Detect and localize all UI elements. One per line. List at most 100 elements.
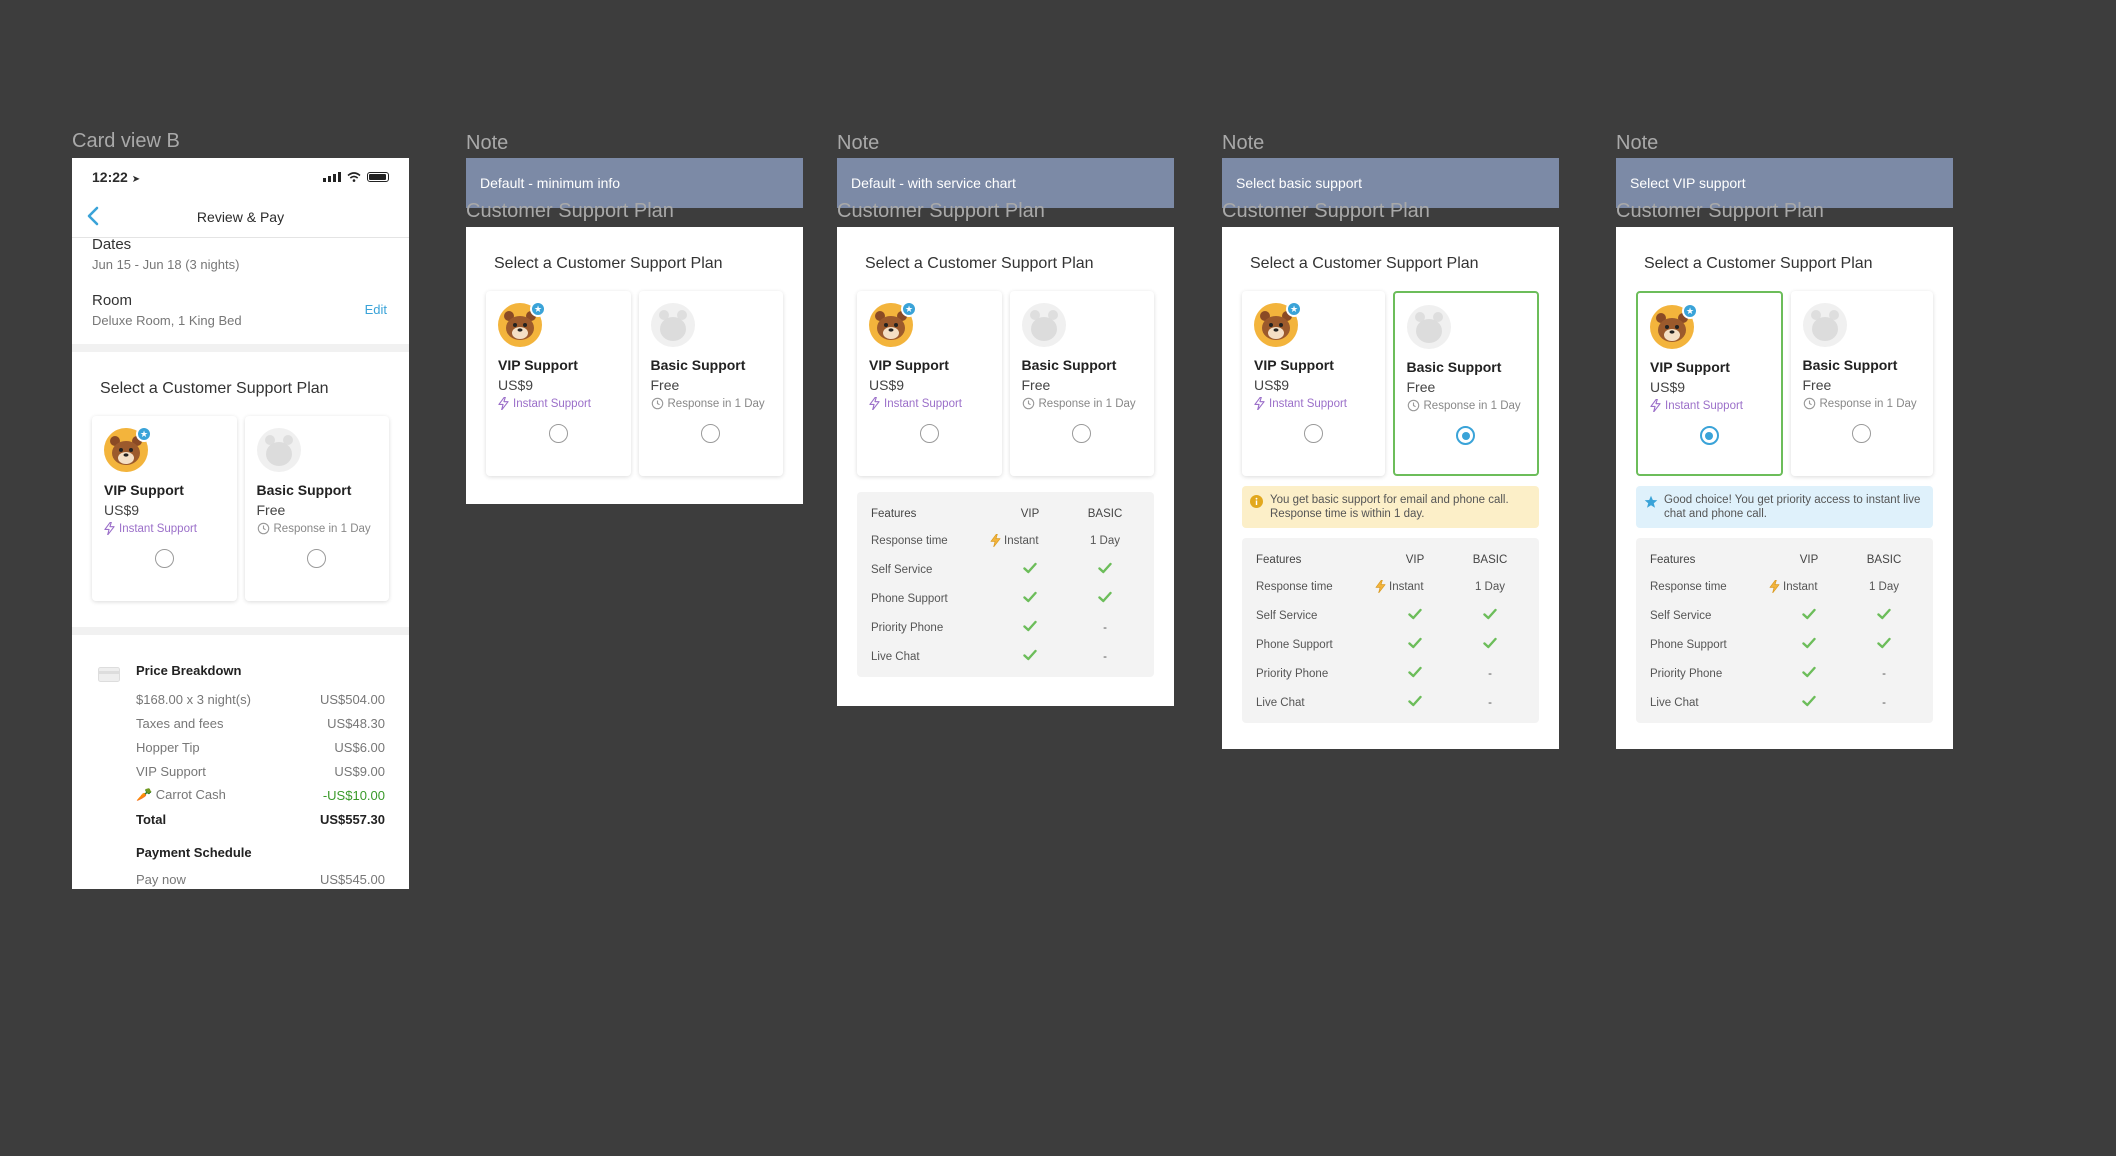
pay-now-row: Pay now US$545.00 [136, 871, 385, 887]
basic-plan-price: Free [1021, 377, 1051, 393]
status-bar: 12:22 ➤ [72, 158, 409, 196]
frame-sublabel: Customer Support Plan [466, 200, 674, 222]
vip-plan-card[interactable]: ★ VIP Support US$9 Instant Support [486, 291, 631, 476]
basic-plan-tag: Response in 1 Day [651, 397, 772, 410]
plan-cards: ★ VIP Support US$9 Instant Support Basic… [1242, 291, 1539, 476]
star-badge-icon: ★ [1286, 301, 1302, 317]
vip-plan-card-selected[interactable]: ★ VIP Support US$9 Instant Support [1636, 291, 1783, 476]
basic-plan-tag: Response in 1 Day [257, 522, 378, 535]
vip-plan-radio-selected[interactable] [1699, 426, 1719, 445]
frame-sublabel: Customer Support Plan [1616, 200, 1824, 222]
room-edit-link[interactable]: Edit [364, 302, 387, 317]
features-table: Features VIP BASIC Response time Instant 1 D… [857, 492, 1154, 677]
plan-section-title: Select a Customer Support Plan [100, 380, 329, 397]
vip-info-banner: Good choice! You get priority access to … [1636, 486, 1933, 528]
features-table: Features VIP BASIC Response time Instant 1 D… [1242, 538, 1539, 723]
basic-plan-name: Basic Support [1021, 357, 1117, 373]
vip-plan-radio[interactable] [154, 549, 174, 568]
signal-icon [323, 172, 341, 182]
plan-section-title: Select a Customer Support Plan [1644, 255, 1873, 272]
vip-plan-name: VIP Support [1254, 357, 1334, 373]
star-badge-icon: ★ [1682, 303, 1698, 319]
bolt-icon [104, 522, 115, 535]
check-icon [1483, 608, 1497, 620]
vip-plan-card[interactable]: ★ VIP Support US$9 Instant Support [1242, 291, 1385, 476]
plan-section-title: Select a Customer Support Plan [1250, 255, 1479, 272]
basic-plan-tag: Response in 1 Day [1803, 397, 1922, 410]
support-plan-section: Select a Customer Support Plan ★ VIP Sup… [72, 352, 409, 627]
vip-plan-card[interactable]: ★ VIP Support US$9 Instant Support [92, 416, 237, 601]
check-icon [1098, 591, 1112, 603]
basic-plan-radio[interactable] [701, 424, 721, 443]
check-icon [1408, 695, 1422, 707]
frame-label-note: Note [1222, 132, 1265, 154]
features-row-response: Response time Instant 1 Day [1650, 580, 1900, 593]
plan-cards: ★ VIP Support US$9 Instant Support Basic… [486, 291, 783, 476]
basic-avatar [1022, 303, 1066, 347]
basic-plan-radio[interactable] [307, 549, 327, 568]
price-row: VIP Support US$9.00 [136, 763, 385, 779]
features-row: Phone Support [1256, 630, 1525, 659]
star-icon [1644, 495, 1658, 508]
basic-avatar [257, 428, 301, 472]
vip-plan-tag: Instant Support [1650, 399, 1769, 412]
check-icon [1098, 562, 1112, 574]
vip-plan-tag: Instant Support [104, 522, 225, 535]
star-badge-icon: ★ [136, 426, 152, 442]
dates-label: Dates [92, 236, 132, 253]
basic-plan-radio[interactable] [1852, 424, 1872, 443]
basic-plan-card[interactable]: Basic Support Free Response in 1 Day [1790, 291, 1933, 476]
vip-plan-price: US$9 [104, 502, 140, 518]
price-breakdown: Price Breakdown $168.00 x 3 night(s) US$5… [72, 635, 409, 889]
info-icon [1250, 495, 1263, 508]
basic-plan-radio[interactable] [1072, 424, 1092, 443]
bolt-icon [1254, 397, 1265, 410]
basic-plan-price: Free [1406, 379, 1436, 395]
vip-plan-radio[interactable] [1303, 424, 1323, 443]
battery-icon [367, 172, 389, 182]
vip-plan-name: VIP Support [104, 482, 184, 498]
vip-plan-name: VIP Support [869, 357, 949, 373]
bolt-icon [1769, 580, 1780, 593]
check-icon [1023, 591, 1037, 603]
vip-plan-radio[interactable] [919, 424, 939, 443]
price-row-total: Total US$557.30 [136, 811, 385, 827]
bolt-icon [869, 397, 880, 410]
panel-select-basic: Select a Customer Support Plan ★ VIP Sup… [1222, 227, 1559, 749]
bolt-icon [1375, 580, 1386, 593]
vip-plan-tag: Instant Support [498, 397, 619, 410]
basic-plan-card-selected[interactable]: Basic Support Free Response in 1 Day [1392, 291, 1539, 476]
plan-cards: ★ VIP Support US$9 Instant Support Basic… [92, 416, 389, 601]
phone-frame: 12:22 ➤ Review & Pay Dates Jun 15 - Jun … [72, 158, 409, 889]
frame-sublabel: Customer Support Plan [1222, 200, 1430, 222]
vip-plan-card[interactable]: ★ VIP Support US$9 Instant Support [857, 291, 1002, 476]
features-row: Phone Support [1650, 630, 1919, 659]
back-chevron-icon[interactable] [86, 206, 100, 226]
plan-section-title: Select a Customer Support Plan [865, 255, 1094, 272]
plan-cards: ★ VIP Support US$9 Instant Support Basic… [857, 291, 1154, 476]
bolt-icon [990, 534, 1001, 547]
note-bar: Default - with service chart [837, 158, 1174, 208]
basic-plan-card[interactable]: Basic Support Free Response in 1 Day [1009, 291, 1154, 476]
check-icon [1877, 608, 1891, 620]
vip-avatar: ★ [104, 426, 152, 472]
features-row: Live Chat - [1650, 695, 1886, 709]
basic-plan-name: Basic Support [1802, 357, 1898, 373]
features-table-header: Features VIP BASIC [871, 508, 1123, 520]
vip-plan-radio[interactable] [548, 424, 568, 443]
basic-avatar [1803, 303, 1847, 347]
basic-plan-card[interactable]: Basic Support Free Response in 1 Day [638, 291, 783, 476]
basic-plan-price: Free [1802, 377, 1832, 393]
check-icon [1802, 695, 1816, 707]
clock-icon [651, 397, 664, 410]
basic-plan-name: Basic Support [650, 357, 746, 373]
features-row: Self Service [871, 555, 1140, 584]
check-icon [1483, 637, 1497, 649]
room-value: Deluxe Room, 1 King Bed [92, 313, 242, 328]
room-label: Room [92, 292, 133, 309]
basic-plan-card[interactable]: Basic Support Free Response in 1 Day [244, 416, 389, 601]
frame-label-note: Note [1616, 132, 1659, 154]
vip-plan-tag: Instant Support [1254, 397, 1373, 410]
basic-plan-radio-selected[interactable] [1456, 426, 1476, 445]
nav-bar: Review & Pay [72, 196, 409, 238]
